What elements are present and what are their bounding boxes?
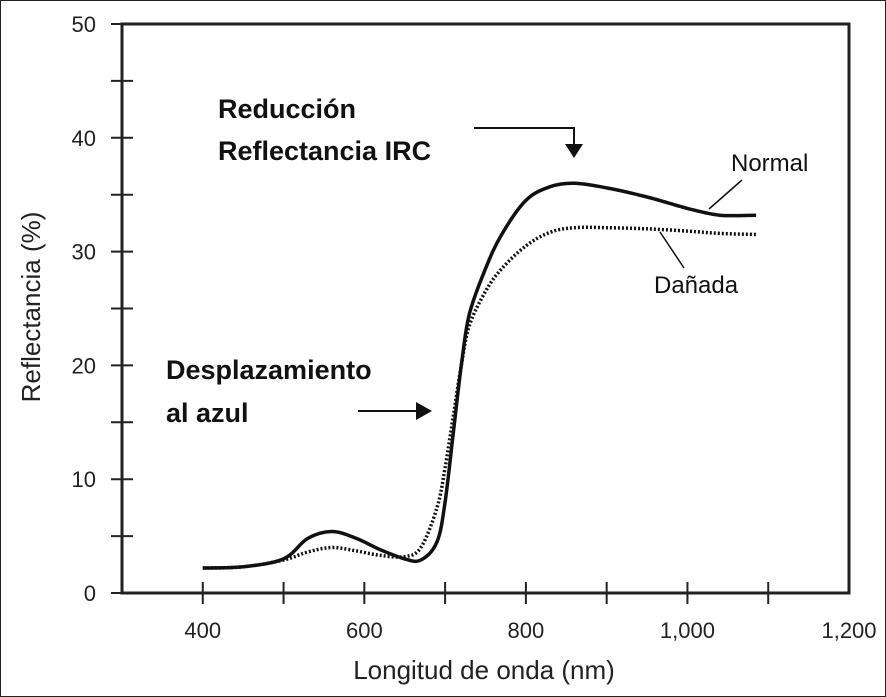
y-tick-label: 10: [72, 467, 96, 492]
blue-shift-arrow: [358, 402, 432, 420]
series-layer: [202, 181, 757, 570]
normal-leader-line: [708, 179, 743, 210]
x-tick-label: 400: [184, 618, 221, 643]
series-label-normal: Normal: [731, 150, 808, 177]
x-axis-title: Longitud de onda (nm): [353, 655, 615, 685]
series-line-normal: [202, 181, 757, 570]
series-line-danada: [202, 225, 757, 570]
x-tick-label: 600: [346, 618, 383, 643]
series-label-danada: Dañada: [654, 272, 739, 299]
axis-ticks: [111, 23, 770, 604]
ir-reduction-arrow: [474, 127, 583, 158]
annotation-ir-reduction-line2: Reflectancia IRC: [218, 136, 431, 166]
annotation-ir-reduction-line1: Reducción: [218, 94, 356, 124]
y-tick-label: 40: [72, 126, 96, 151]
danada-leader-line: [659, 231, 685, 269]
x-tick-label: 1,000: [660, 618, 715, 643]
y-tick-label: 20: [72, 353, 96, 378]
y-tick-label: 30: [72, 240, 96, 265]
y-tick-label: 50: [72, 12, 96, 37]
axis-tick-labels: 0 10 20 30 40 50 400 600 800 1,000 1,200: [72, 12, 877, 643]
x-tick-label: 800: [508, 618, 545, 643]
annotation-blue-shift-line1: Desplazamiento: [166, 355, 372, 385]
annotation-blue-shift-line2: al azul: [166, 398, 249, 428]
x-tick-label: 1,200: [821, 618, 876, 643]
y-tick-label: 0: [84, 581, 96, 606]
y-axis-title: Reflectancia (%): [16, 212, 46, 403]
